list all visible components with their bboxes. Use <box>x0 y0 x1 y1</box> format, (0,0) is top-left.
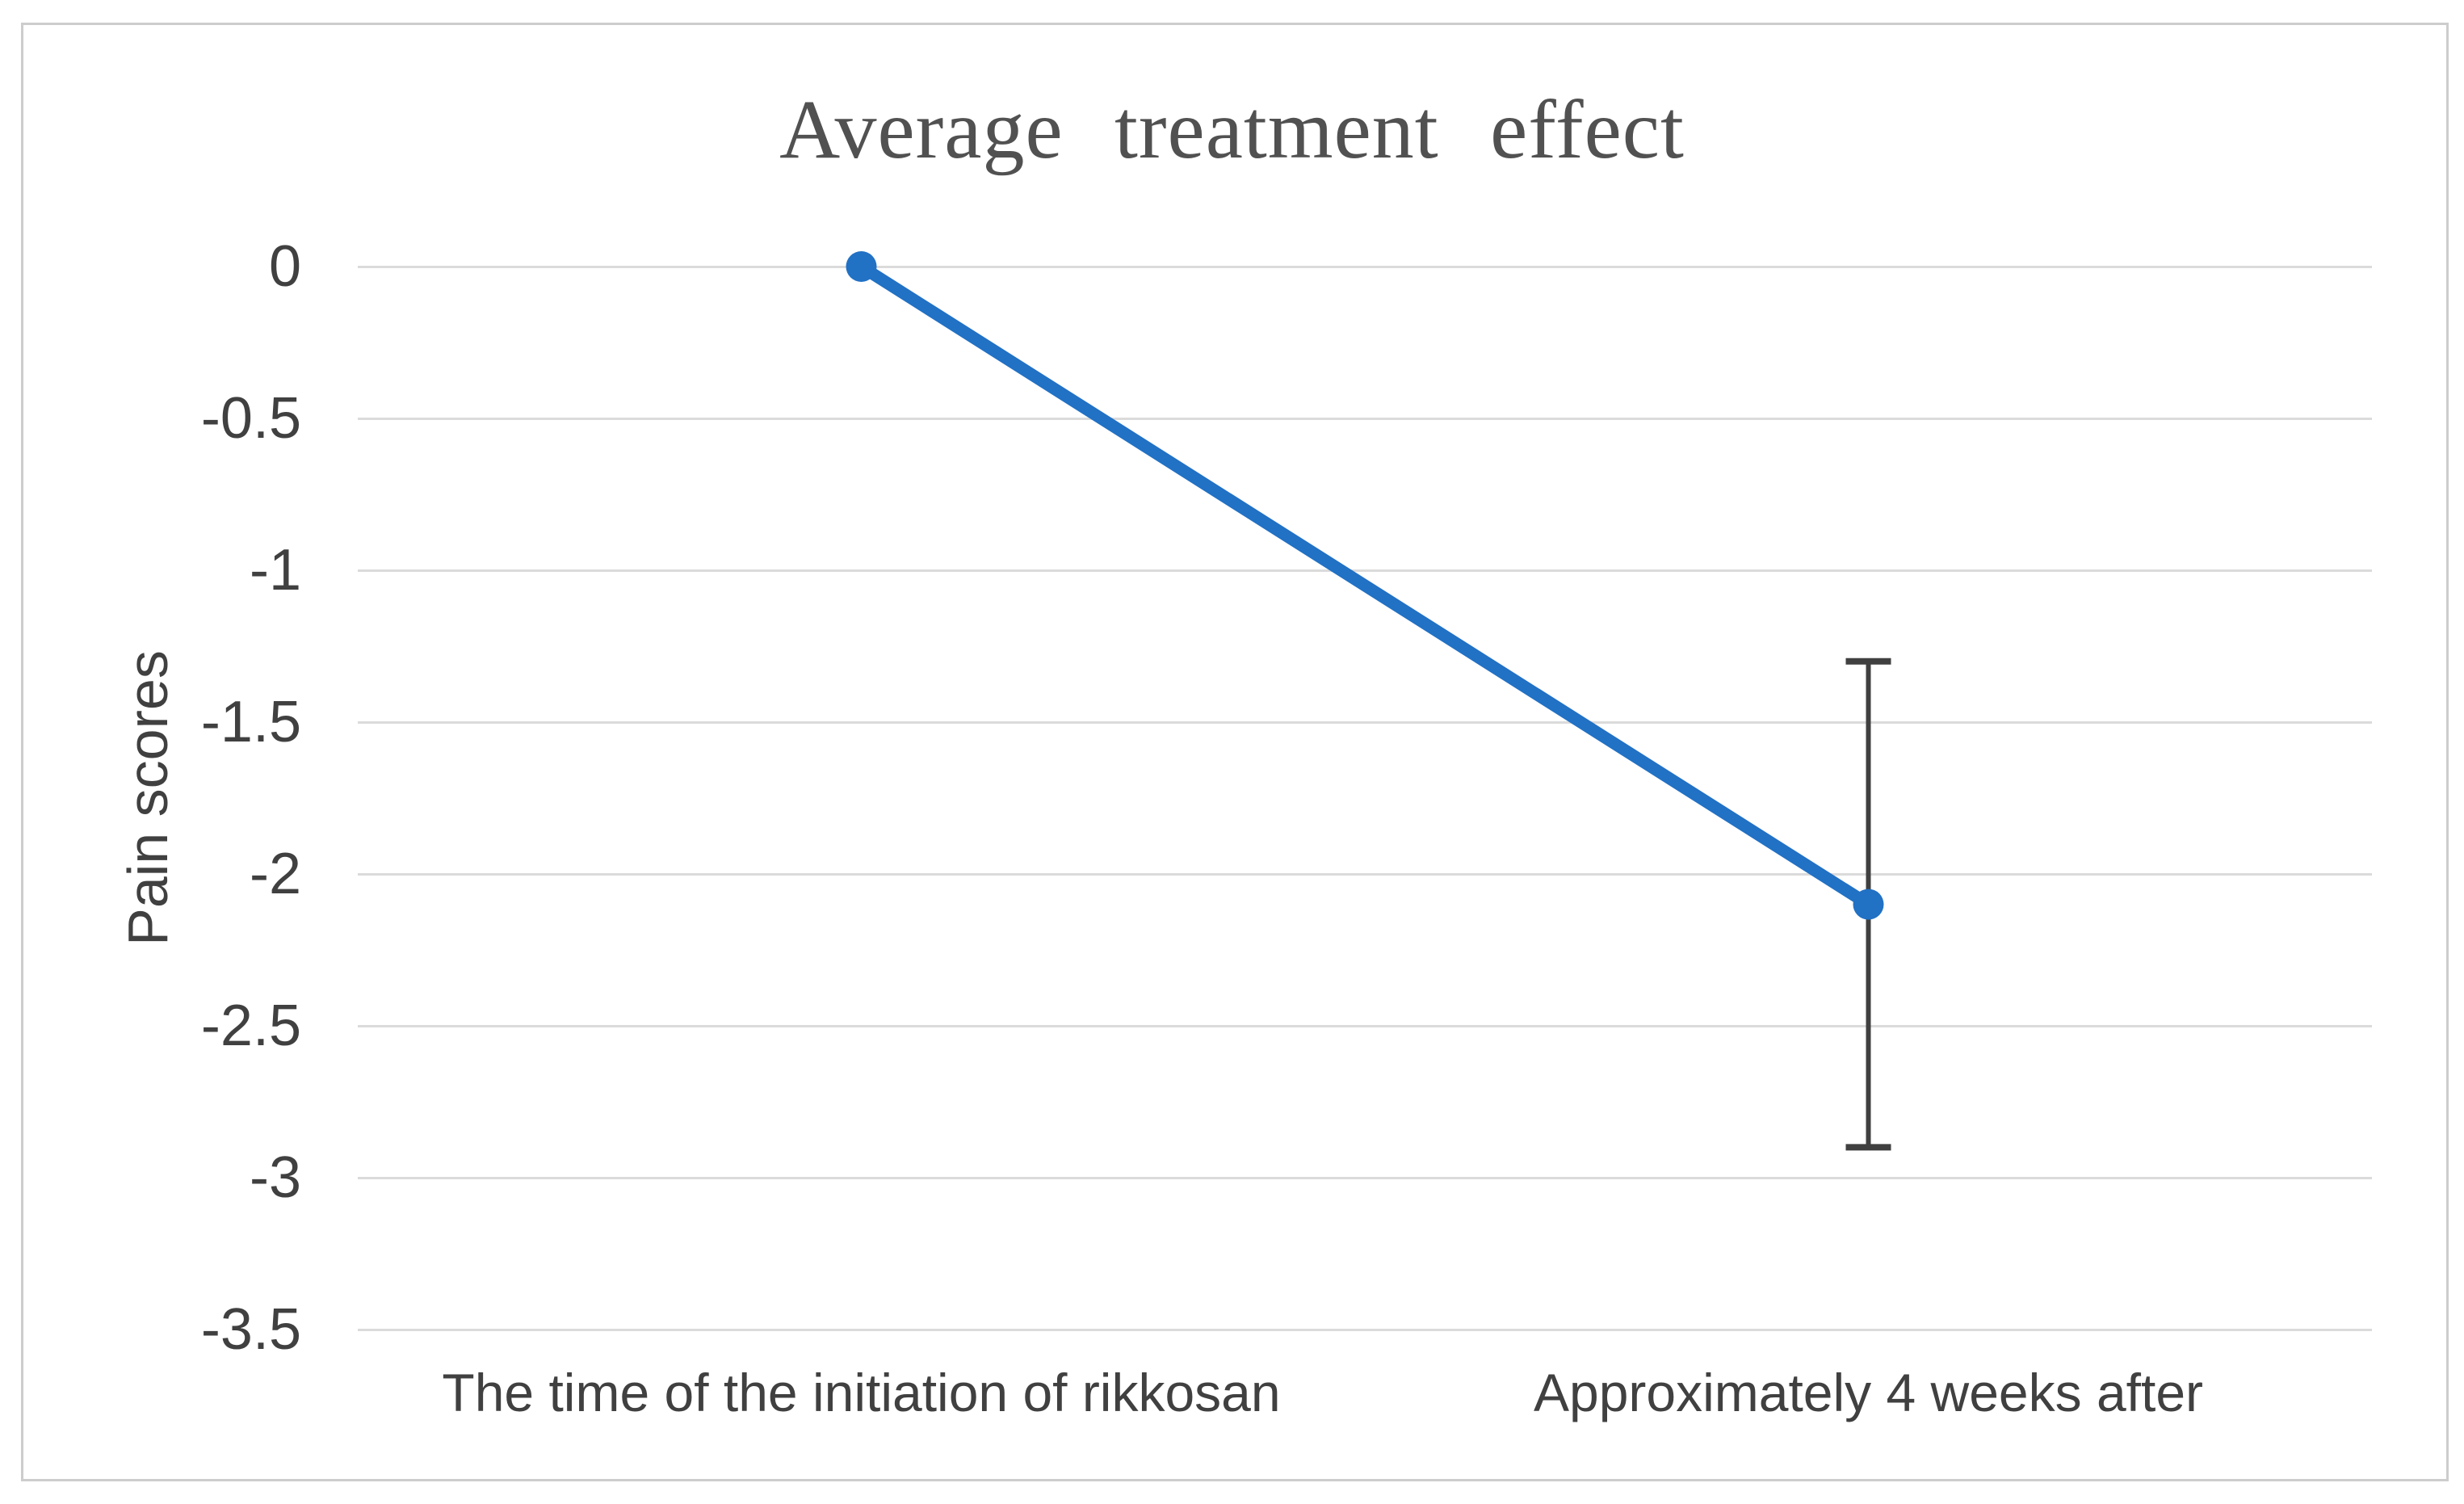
y-tick-label: -1.5 <box>200 690 301 754</box>
gridline <box>358 1024 2372 1027</box>
gridline <box>358 1328 2372 1331</box>
y-tick-label: -3.5 <box>200 1297 301 1362</box>
data-point-marker <box>846 251 877 282</box>
chart-title: Average treatment effect <box>779 83 1685 176</box>
x-category-label: The time of the initiation of rikkosan <box>442 1363 1281 1422</box>
y-tick-label: -2 <box>249 842 301 906</box>
gridline <box>358 872 2372 876</box>
y-tick-label: -1 <box>249 538 301 603</box>
series-line <box>855 260 1874 911</box>
x-category-label: Approximately 4 weeks after <box>1533 1363 2204 1422</box>
gridline <box>358 720 2372 724</box>
y-tick-label: 0 <box>268 234 301 299</box>
y-tick-label: -2.5 <box>200 994 301 1058</box>
gridline <box>358 417 2372 420</box>
y-tick-label: -0.5 <box>200 386 301 451</box>
gridline <box>358 1176 2372 1179</box>
y-tick-label: -3 <box>249 1145 301 1210</box>
gridline <box>358 569 2372 572</box>
gridline <box>358 265 2372 268</box>
data-point-marker <box>1853 889 1884 920</box>
